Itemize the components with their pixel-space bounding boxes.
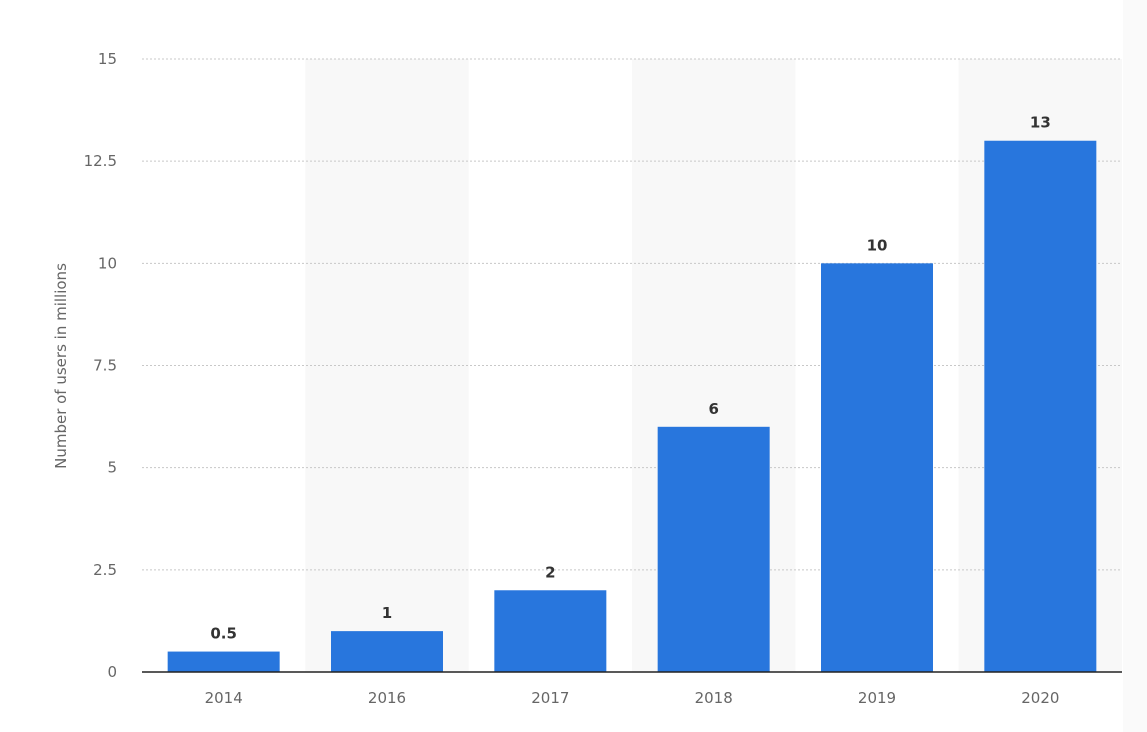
value-label-2014: 0.5 [210, 625, 237, 643]
bar-2018 [657, 426, 770, 672]
value-label-2018: 6 [708, 400, 718, 418]
x-tick-2018: 2018 [695, 689, 733, 707]
bar-2016 [331, 631, 443, 672]
x-tick-2019: 2019 [858, 689, 896, 707]
y-tick-10: 10 [98, 254, 117, 272]
value-label-2020: 13 [1030, 114, 1051, 132]
value-labels: 0.5 1 2 6 10 13 [210, 114, 1050, 643]
y-tick-0: 0 [107, 663, 117, 681]
y-tick-15: 15 [98, 50, 117, 68]
value-label-2017: 2 [545, 563, 555, 581]
y-tick-5: 5 [107, 459, 117, 477]
value-label-2016: 1 [382, 604, 392, 622]
y-tick-7.5: 7.5 [93, 357, 117, 375]
x-tick-2016: 2016 [368, 689, 406, 707]
gridlines [142, 58, 1122, 571]
bar-2020 [984, 140, 1097, 672]
y-axis-label: Number of users in millions [52, 263, 70, 469]
x-axis-ticks: 2014 2016 2017 2018 2019 2020 [205, 689, 1060, 707]
y-tick-2.5: 2.5 [93, 561, 117, 579]
y-axis-ticks: 0 2.5 5 7.5 10 12.5 15 [84, 50, 117, 681]
y-tick-12.5: 12.5 [84, 152, 117, 170]
bar-2014 [167, 651, 280, 672]
bar-2017 [494, 590, 607, 672]
bar-2019 [821, 263, 933, 672]
x-tick-2020: 2020 [1021, 689, 1059, 707]
value-label-2019: 10 [867, 236, 888, 254]
scroll-strip [1123, 0, 1147, 732]
x-tick-2014: 2014 [205, 689, 243, 707]
bars [167, 140, 1097, 672]
x-tick-2017: 2017 [531, 689, 569, 707]
